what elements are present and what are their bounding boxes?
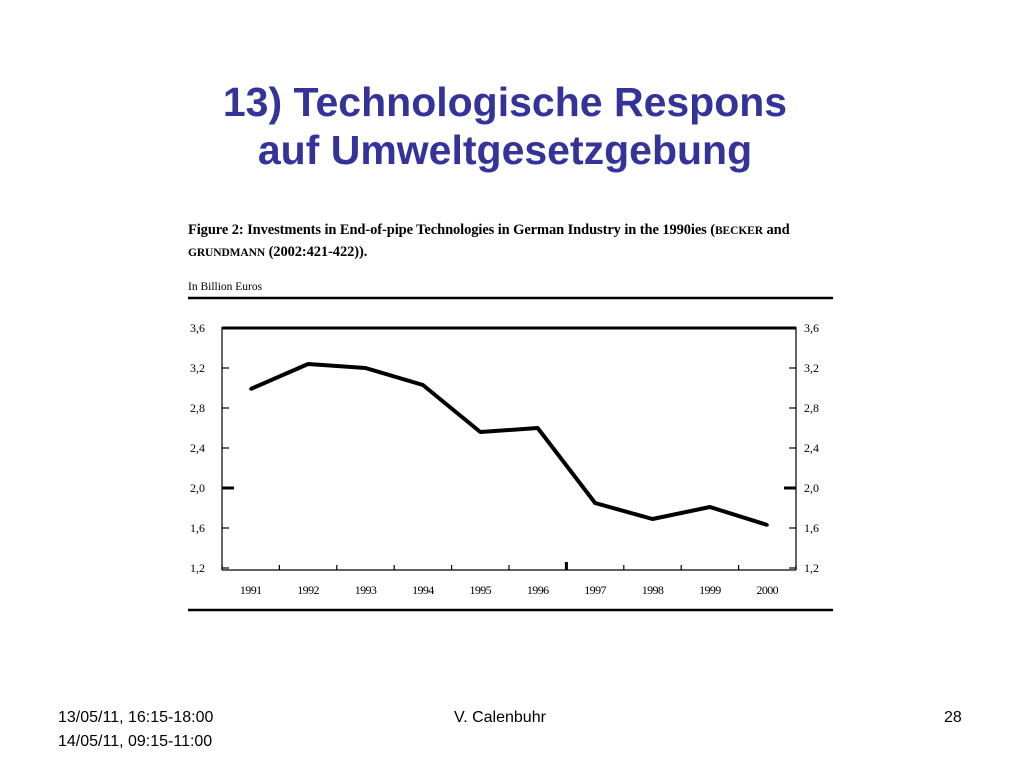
line-chart: 1,2 1,2 1,6 1,6 2,0 2,0 2,4 2,4 2,8 2,8 3,2 3,2 3,6 3… <box>188 296 833 612</box>
caption-author-1: Becker <box>714 225 763 237</box>
y-tick-label-left: 1,2 <box>190 561 205 575</box>
y-tick-label-right: 1,6 <box>804 521 819 535</box>
x-tick-label: 1998 <box>642 583 664 597</box>
caption-prefix: Figure 2: Investments in End-of-pipe Tec… <box>188 222 715 238</box>
data-point <box>421 383 425 387</box>
y-tick-label-left: 2,4 <box>190 441 205 455</box>
page-number: 28 <box>944 709 962 726</box>
series-group <box>249 362 769 527</box>
data-point <box>708 505 712 509</box>
data-point <box>593 501 597 505</box>
footer-author: V. Calenbuhr <box>454 709 546 726</box>
x-axis: 1991 1992 1993 1994 1995 1996 1997 1998 1999 2000 <box>221 562 797 597</box>
y-tick-label-right: 2,4 <box>804 441 819 455</box>
caption-author-2: Grundmann <box>188 247 266 259</box>
y-tick-label-left: 1,6 <box>190 521 205 535</box>
data-point <box>364 366 367 370</box>
x-tick-label: 1996 <box>527 583 549 597</box>
data-point <box>249 387 253 391</box>
series-line <box>249 362 768 527</box>
x-tick-label: 1997 <box>584 583 606 597</box>
x-tick-label: 1995 <box>469 583 491 597</box>
y-tick-label-left: 2,0 <box>190 481 205 495</box>
y-tick-label-left: 3,2 <box>190 361 205 375</box>
footer-date-2: 14/05/11, 09:15-11:00 <box>58 733 213 750</box>
y-tick-label-right: 2,8 <box>804 401 819 415</box>
figure-caption: Figure 2: Investments in End-of-pipe Tec… <box>188 220 833 264</box>
y-axis: 1,2 1,2 1,6 1,6 2,0 2,0 2,4 2,4 2,8 2,8 3,2 3,2 3,6 3… <box>190 321 819 575</box>
x-tick-label: 1992 <box>297 583 319 597</box>
x-tick-label: 1993 <box>355 583 377 597</box>
chart-frame <box>188 296 833 612</box>
footer-date-1: 13/05/11, 16:15-18:00 <box>58 709 214 726</box>
slide-title: 13) Technologische Respons auf Umweltges… <box>0 78 1010 174</box>
y-tick-label-left: 3,6 <box>190 321 205 335</box>
title-line-2: auf Umweltgesetzgebung <box>257 127 753 173</box>
y-tick-label-right: 2,0 <box>804 481 819 495</box>
y-tick-label-right: 3,6 <box>804 321 819 335</box>
title-line-1: 13) Technologische Respons <box>222 79 788 125</box>
data-point <box>651 517 654 521</box>
x-tick-label: 1991 <box>240 583 262 597</box>
footer-dates: 13/05/11, 16:15-18:00 14/05/11, 09:15-11… <box>58 706 213 754</box>
x-tick-label: 2000 <box>756 583 778 597</box>
y-tick-label-right: 3,2 <box>804 361 819 375</box>
unit-label: In Billion Euros <box>188 281 263 293</box>
figure-block: Figure 2: Investments in End-of-pipe Tec… <box>188 220 833 293</box>
data-point <box>765 523 769 527</box>
x-tick-label: 1994 <box>412 583 434 597</box>
data-point <box>536 426 540 430</box>
caption-and: and <box>762 222 790 238</box>
caption-suffix: (2002:421-422)). <box>265 244 368 260</box>
x-tick-label: 1999 <box>699 583 721 597</box>
data-point <box>478 430 482 434</box>
data-point <box>306 362 310 366</box>
y-tick-label-right: 1,2 <box>804 561 819 575</box>
y-tick-label-left: 2,8 <box>190 401 205 415</box>
